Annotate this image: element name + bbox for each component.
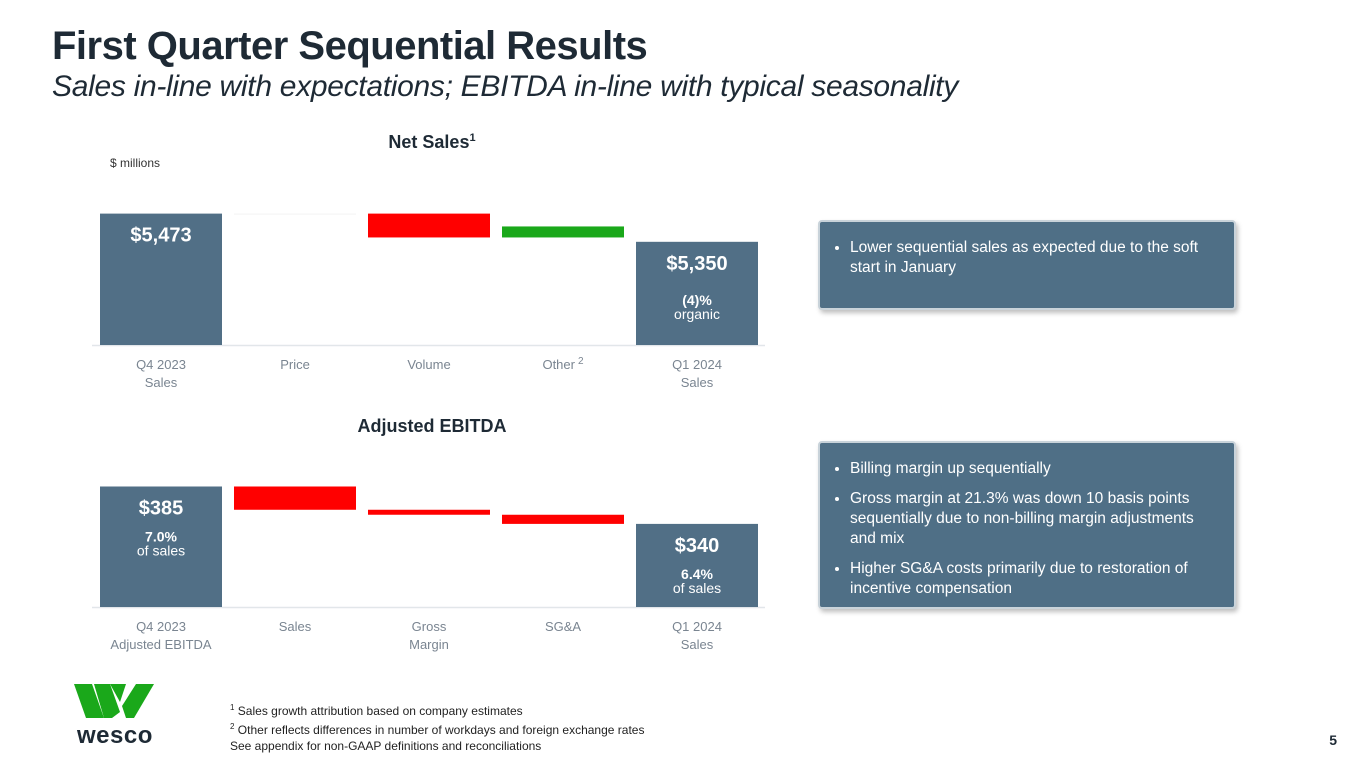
net-sales-callout: Lower sequential sales as expected due t… bbox=[818, 220, 1236, 310]
x-tick-label: Volume bbox=[407, 357, 450, 372]
adjusted-ebitda-chart-title: Adjusted EBITDA bbox=[357, 416, 507, 436]
delta-bar bbox=[502, 514, 624, 524]
total-bar bbox=[100, 213, 222, 345]
footnote-1: 1 Sales growth attribution based on comp… bbox=[230, 703, 523, 718]
x-tick-label: Sales bbox=[681, 637, 714, 652]
x-tick-label: Q1 2024 bbox=[672, 619, 722, 634]
bar-sub-label: organic bbox=[674, 306, 720, 322]
bar-sub-label: of sales bbox=[137, 542, 185, 558]
waterfall-charts: $5,473 Q4 2023 Sales Price Volume Other 2 $5,35… bbox=[92, 213, 765, 652]
callout-bullet: Gross margin at 21.3% was down 10 basis … bbox=[850, 489, 1214, 549]
x-tick-label: Adjusted EBITDA bbox=[110, 637, 211, 652]
bar-value-label: $340 bbox=[675, 535, 720, 557]
units-label: $ millions bbox=[110, 156, 161, 170]
x-tick-label: Price bbox=[280, 357, 310, 372]
bar-sub-label: (4)% bbox=[682, 292, 712, 308]
bar-sub-label: 7.0% bbox=[145, 528, 177, 544]
net-sales-chart-title: Net Sales1 bbox=[388, 132, 476, 152]
x-tick-label: Q4 2023 bbox=[136, 619, 186, 634]
total-bar bbox=[636, 241, 758, 345]
total-bar bbox=[100, 486, 222, 607]
callout-bullet: Billing margin up sequentially bbox=[850, 459, 1214, 479]
delta-bar bbox=[234, 213, 356, 215]
x-tick-label: Sales bbox=[145, 375, 178, 390]
page-number: 5 bbox=[1329, 732, 1337, 748]
x-tick-label: Q1 2024 bbox=[672, 357, 722, 372]
x-tick-label: Margin bbox=[409, 637, 449, 652]
wesco-w-logo-icon bbox=[74, 684, 154, 718]
x-tick-label: Sales bbox=[279, 619, 312, 634]
callout-bullet: Lower sequential sales as expected due t… bbox=[850, 238, 1214, 278]
footnote-2: 2 Other reflects differences in number o… bbox=[230, 722, 645, 737]
page-subtitle: Sales in-line with expectations; EBITDA … bbox=[52, 70, 959, 103]
x-tick-label: Q4 2023 bbox=[136, 357, 186, 372]
ebitda-callout: Billing margin up sequentially Gross mar… bbox=[818, 441, 1236, 609]
x-tick-label: Sales bbox=[681, 375, 714, 390]
bar-sub-label: 6.4% bbox=[681, 566, 713, 582]
x-tick-label: Other 2 bbox=[542, 356, 584, 372]
page-title: First Quarter Sequential Results bbox=[52, 24, 648, 68]
footnote-3: See appendix for non-GAAP definitions an… bbox=[230, 739, 542, 753]
bar-value-label: $385 bbox=[139, 497, 184, 519]
bar-sub-label: of sales bbox=[673, 580, 721, 596]
callout-bullet: Higher SG&A costs primarily due to resto… bbox=[850, 559, 1214, 599]
wesco-wordmark: wesco bbox=[77, 722, 153, 749]
footnotes: 1 Sales growth attribution based on comp… bbox=[230, 700, 644, 754]
tick-footnote-marker: 2 bbox=[578, 356, 584, 367]
delta-bar bbox=[368, 213, 490, 238]
delta-bar bbox=[502, 226, 624, 238]
bar-value-label: $5,473 bbox=[130, 225, 191, 247]
total-bar bbox=[636, 523, 758, 607]
delta-bar bbox=[368, 509, 490, 515]
bar-value-label: $5,350 bbox=[666, 253, 727, 275]
x-tick-label: Gross bbox=[412, 619, 447, 634]
x-tick-label: SG&A bbox=[545, 619, 581, 634]
delta-bar bbox=[234, 486, 356, 510]
